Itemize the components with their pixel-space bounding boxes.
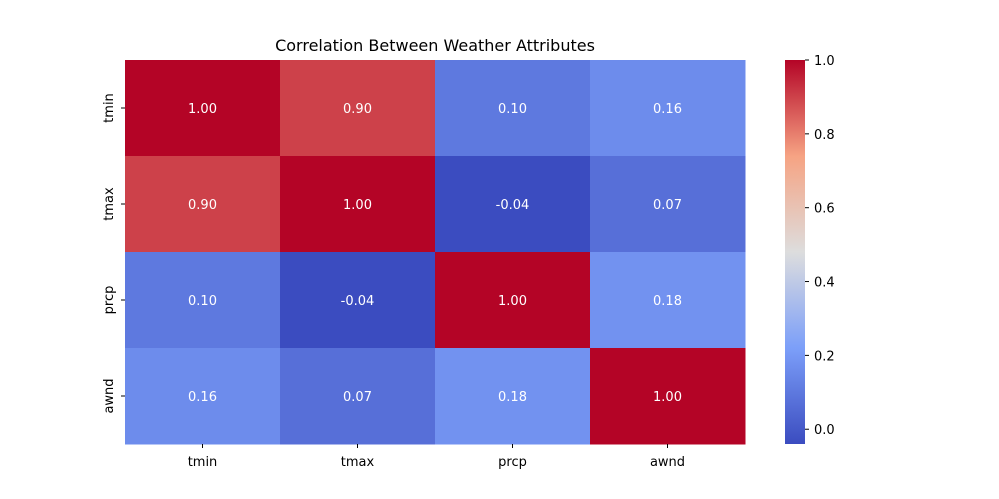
heatmap-cell-tmax-tmin: [125, 156, 281, 253]
heatmap-cell-awnd-tmin: [125, 348, 281, 445]
y-tick-label: prcp: [102, 286, 117, 315]
cell-annotation: 0.90: [343, 102, 372, 117]
heatmap-cell-prcp-tmax: [280, 252, 436, 349]
cell-annotation: 1.00: [188, 102, 217, 117]
cell-annotation: 0.07: [343, 390, 372, 405]
heatmap-cell-awnd-prcp: [435, 348, 591, 445]
cell-annotation: 0.10: [188, 294, 217, 309]
heatmap-cells: [125, 60, 746, 445]
y-tick-label: awnd: [102, 378, 117, 413]
heatmap-cell-prcp-awnd: [590, 252, 746, 349]
cell-annotation: 0.16: [188, 390, 217, 405]
cell-annotation: -0.04: [496, 198, 530, 213]
chart-title: Correlation Between Weather Attributes: [275, 36, 595, 55]
colorbar: 0.0 0.2 0.4 0.6 0.8 1.0: [785, 54, 835, 444]
colorbar-tick-label: 1.0: [814, 54, 835, 69]
colorbar-tick-label: 0.8: [814, 128, 835, 143]
cell-annotation: 0.10: [498, 102, 527, 117]
heatmap-cell-prcp-tmin: [125, 252, 281, 349]
heatmap-annotations: 1.00 0.90 0.10 0.16 0.90 1.00 -0.04 0.07 0.10 -0.…: [188, 102, 682, 405]
heatmap-cell-tmin-awnd: [590, 60, 746, 157]
x-tick-label: prcp: [498, 455, 527, 470]
cell-annotation: 0.16: [653, 102, 682, 117]
y-axis: tmin tmax prcp awnd: [102, 93, 125, 414]
heatmap-cell-tmax-tmax: [280, 156, 436, 253]
x-tick-label: awnd: [650, 455, 685, 470]
heatmap-cell-awnd-awnd: [590, 348, 746, 445]
colorbar-tick-label: 0.4: [814, 276, 835, 291]
x-tick-label: tmin: [188, 455, 218, 470]
x-tick-label: tmax: [341, 455, 375, 470]
colorbar-gradient: [785, 60, 805, 444]
heatmap-cell-awnd-tmax: [280, 348, 436, 445]
y-tick-label: tmin: [102, 93, 117, 123]
cell-annotation: 0.07: [653, 198, 682, 213]
colorbar-tick-label: 0.0: [814, 423, 835, 438]
colorbar-tick-label: 0.6: [814, 202, 835, 217]
cell-annotation: 1.00: [343, 198, 372, 213]
heatmap-cell-tmax-prcp: [435, 156, 591, 253]
cell-annotation: 0.90: [188, 198, 217, 213]
cell-annotation: -0.04: [341, 294, 375, 309]
cell-annotation: 0.18: [653, 294, 682, 309]
colorbar-tick-label: 0.2: [814, 349, 835, 364]
cell-annotation: 0.18: [498, 390, 527, 405]
heatmap-cell-tmax-awnd: [590, 156, 746, 253]
heatmap-cell-tmin-tmax: [280, 60, 436, 157]
cell-annotation: 1.00: [498, 294, 527, 309]
heatmap-cell-prcp-prcp: [435, 252, 591, 349]
x-axis: tmin tmax prcp awnd: [188, 444, 685, 470]
heatmap-cell-tmin-tmin: [125, 60, 281, 157]
y-tick-label: tmax: [102, 187, 117, 221]
heatmap-cell-tmin-prcp: [435, 60, 591, 157]
cell-annotation: 1.00: [653, 390, 682, 405]
